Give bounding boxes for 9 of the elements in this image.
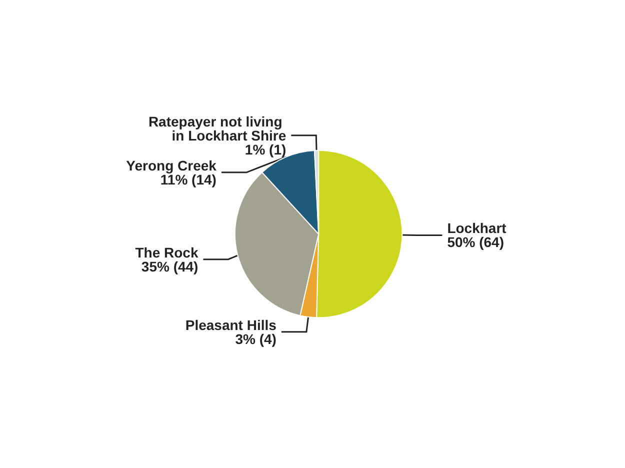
data-label: 3% (4) bbox=[235, 330, 276, 347]
slice-label: The Rock bbox=[135, 244, 198, 260]
slice-label: Lockhart bbox=[447, 220, 507, 236]
data-label: 50% (64) bbox=[447, 234, 504, 250]
slice-label: Ratepayer not living in Lockhart Shire bbox=[148, 113, 286, 144]
data-label: 1% (1) bbox=[244, 141, 286, 158]
data-label: 35% (44) bbox=[141, 258, 198, 274]
slice-label: Yerong Creek bbox=[126, 157, 217, 174]
slice-label: Pleasant Hills bbox=[185, 316, 277, 333]
